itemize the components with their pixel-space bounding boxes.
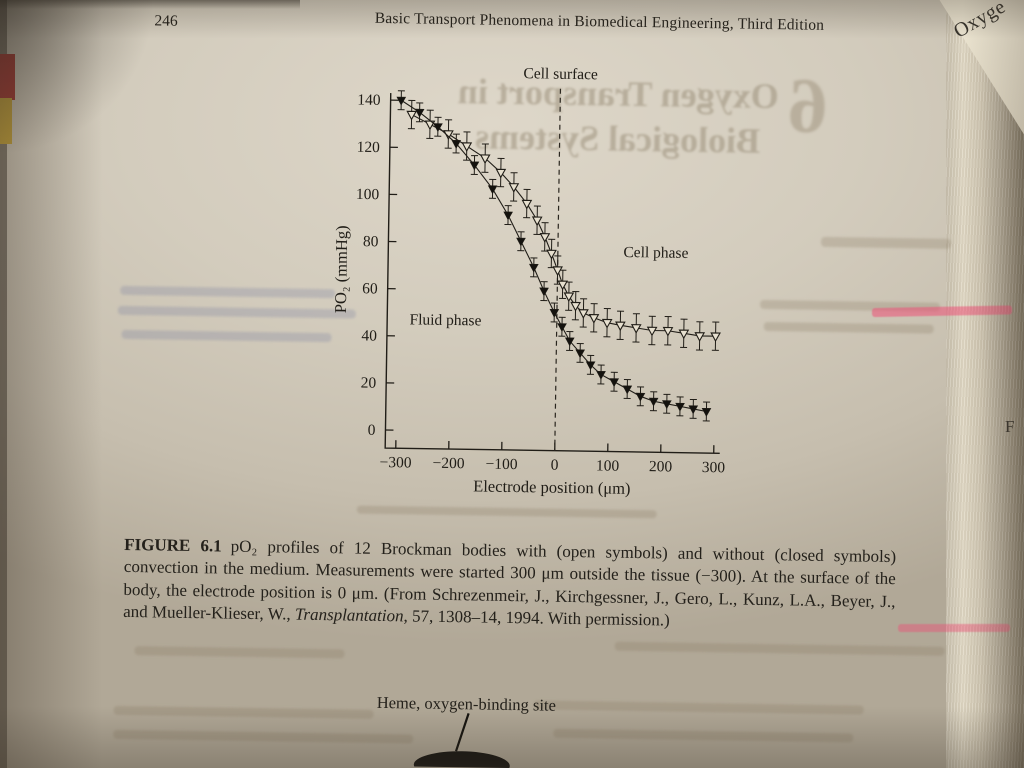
heme-figure-fragment xyxy=(413,713,510,768)
bleed-smudge xyxy=(134,646,345,659)
bleed-smudge xyxy=(614,641,945,656)
bleed-through-chapter-number: 6 xyxy=(787,61,828,149)
bleed-smudge xyxy=(120,285,336,299)
svg-text:40: 40 xyxy=(361,327,377,344)
svg-text:−300: −300 xyxy=(379,454,412,472)
bleed-smudge xyxy=(820,236,952,249)
po2-chart: 0 20 40 60 80 100 120 140 −300 −200 −100 0 100 200 300… xyxy=(331,65,726,498)
highlighter-mark xyxy=(898,623,1011,633)
left-edge-red-object xyxy=(0,54,15,100)
svg-text:0: 0 xyxy=(368,422,376,439)
svg-text:−100: −100 xyxy=(485,456,518,474)
caption-journal-italic: Transplantation xyxy=(294,604,404,626)
running-header-title: Basic Transport Phenomena in Biomedical … xyxy=(374,9,825,34)
bleed-smudge xyxy=(533,700,864,715)
highlighter-mark xyxy=(871,305,1013,318)
svg-text:−200: −200 xyxy=(432,455,465,473)
adjacent-page-partial-letter: F xyxy=(1005,417,1015,436)
left-edge-yellow-object xyxy=(0,98,12,144)
svg-text:Fluid phase: Fluid phase xyxy=(409,311,481,329)
svg-text:200: 200 xyxy=(649,458,673,475)
svg-text:80: 80 xyxy=(363,233,379,250)
bleed-smudge xyxy=(121,329,332,343)
svg-text:Electrode position (μm): Electrode position (μm) xyxy=(473,476,631,497)
bleed-smudge xyxy=(113,705,374,719)
svg-text:120: 120 xyxy=(357,139,381,156)
svg-text:60: 60 xyxy=(362,280,378,297)
svg-text:140: 140 xyxy=(357,92,381,109)
figure-caption: FIGURE 6.1 pO₂ profiles of 12 Brockman bo… xyxy=(123,534,896,636)
heme-body xyxy=(413,751,510,768)
photo-top-edge-shadow xyxy=(0,0,300,9)
bleed-smudge xyxy=(553,728,854,743)
bleed-smudge xyxy=(763,321,934,334)
caption-text-2: , 57, 1308–14, 1994. With permission.) xyxy=(403,606,670,630)
heme-pointer-line xyxy=(454,713,470,752)
page-number: 246 xyxy=(154,12,178,30)
svg-text:Cell surface: Cell surface xyxy=(523,65,598,83)
svg-text:300: 300 xyxy=(702,459,726,476)
svg-text:100: 100 xyxy=(356,186,380,203)
svg-text:20: 20 xyxy=(361,374,377,391)
bleed-smudge xyxy=(113,729,414,744)
svg-text:Cell phase: Cell phase xyxy=(623,244,688,262)
svg-text:100: 100 xyxy=(596,457,620,474)
svg-text:PO₂ (mmHg): PO₂ (mmHg) xyxy=(331,225,351,313)
svg-text:0: 0 xyxy=(551,457,559,474)
caption-label: FIGURE 6.1 xyxy=(124,534,222,556)
